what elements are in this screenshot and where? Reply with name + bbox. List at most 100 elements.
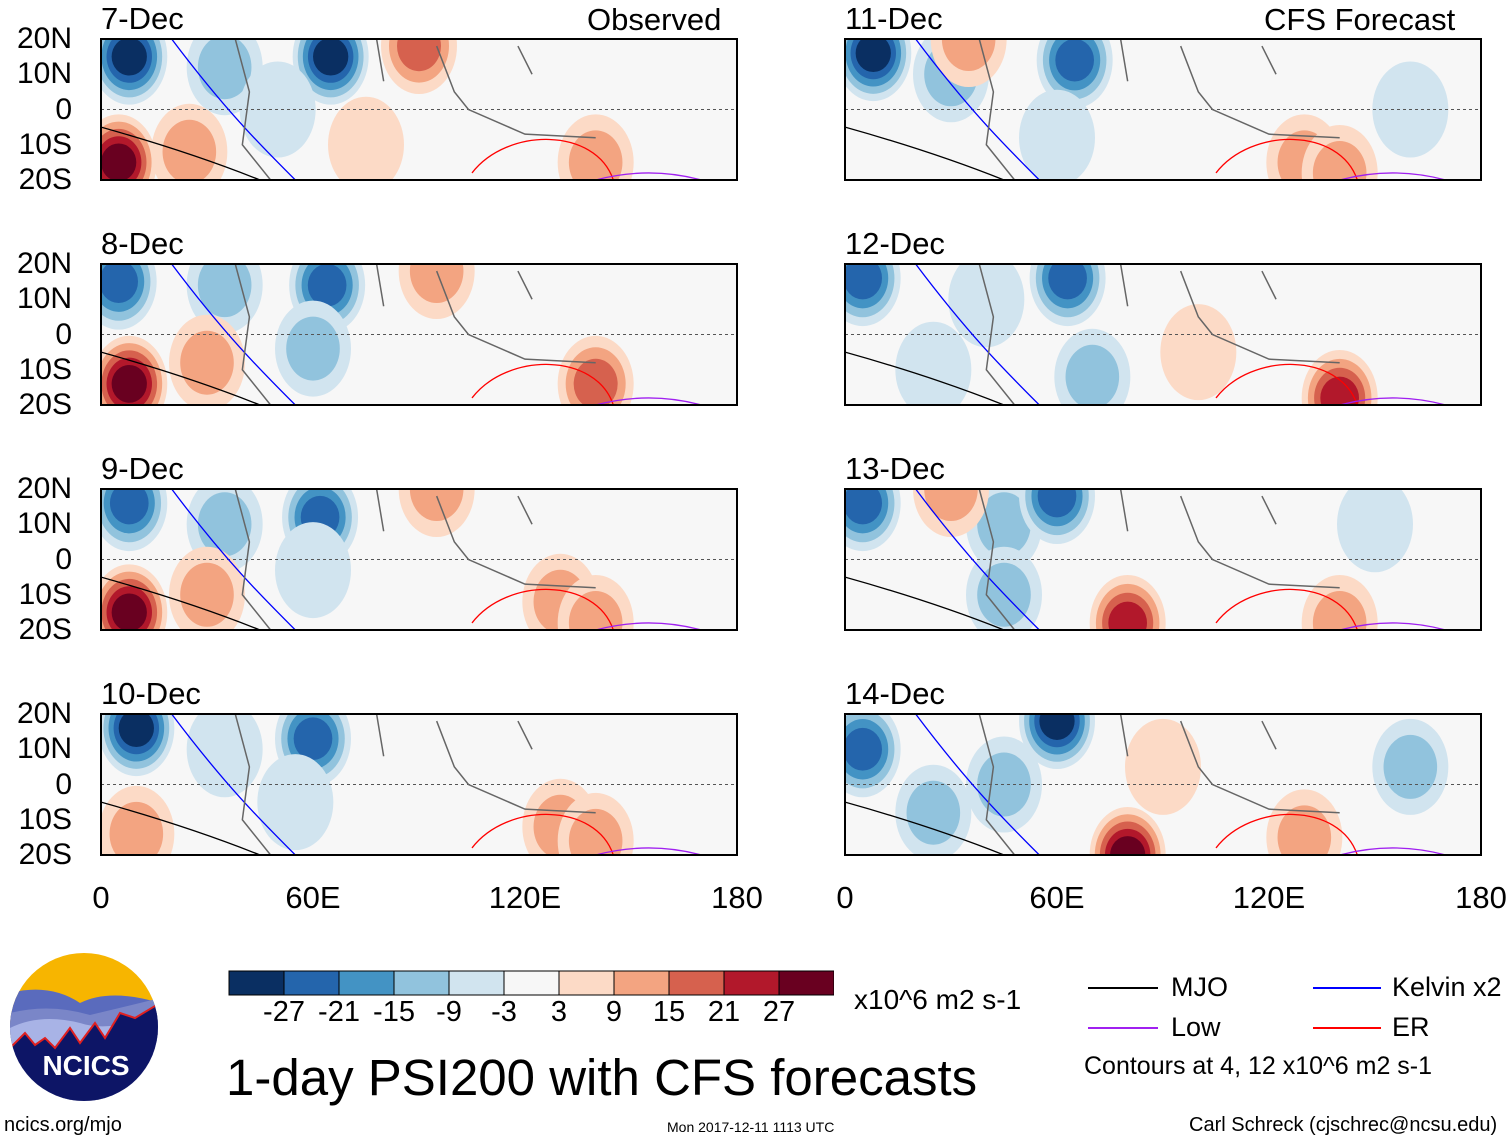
footer-credit: Carl Schreck (cjschrec@ncsu.edu) (1189, 1114, 1498, 1136)
anomaly-mark (1160, 304, 1237, 401)
anomaly-mark (275, 522, 351, 619)
low-contour (595, 397, 702, 405)
panel-frame (844, 38, 1482, 181)
panel-frame (100, 263, 738, 406)
colorbar (228, 970, 834, 996)
colorbar-tick-label: 15 (652, 996, 686, 1028)
kelvin-contour (915, 39, 1040, 180)
coastline (234, 264, 596, 405)
anomaly-mark (1312, 140, 1367, 180)
units-label: x10^6 m2 s-1 (854, 984, 1022, 1015)
map-panels (100, 38, 1482, 856)
y-tick-label: 10N (16, 507, 72, 541)
forecast-label: CFS Forecast (1264, 2, 1456, 37)
anomaly-mark (568, 130, 623, 180)
colorbar-swatch (338, 970, 395, 996)
anomaly-mark (1320, 376, 1359, 405)
kelvin-contour (915, 264, 1040, 405)
coastline (234, 714, 596, 855)
anomaly-mark (1383, 734, 1438, 799)
y-tick-label: 20N (16, 22, 72, 55)
mjo-contour (845, 801, 1005, 855)
anomaly-mark (109, 489, 149, 525)
panel-7-Dec (101, 39, 737, 180)
coastline (978, 264, 1340, 405)
anomaly-mark (186, 714, 263, 798)
y-tick-label: 10S (18, 352, 72, 386)
legend-label-low: Low (1171, 1012, 1221, 1042)
kelvin-contour (915, 714, 1040, 855)
er-contour (1215, 138, 1358, 180)
y-tick-label: 20S (18, 163, 72, 196)
panel-date: 14-Dec (845, 676, 945, 711)
colorbar-tick-label: 3 (550, 996, 568, 1028)
anomaly-mark (101, 264, 138, 303)
y-tick-label: 10S (18, 802, 72, 836)
anomaly-mark (1337, 489, 1413, 573)
anomaly-mark (1048, 264, 1087, 300)
y-tick-label: 10S (18, 577, 72, 611)
low-contour (1339, 622, 1446, 630)
er-contour (471, 363, 614, 405)
anomaly-mark (257, 754, 334, 851)
colorbar-tick-label: -15 (373, 996, 415, 1028)
mjo-contour (101, 351, 261, 405)
legend-line-mjo (1088, 987, 1158, 989)
colorbar-tick-label: -3 (491, 996, 517, 1028)
coastline (978, 39, 1340, 180)
anomaly-mark (1055, 39, 1094, 82)
anomaly-mark (1108, 601, 1147, 630)
mjo-contour (101, 801, 261, 855)
panel-frame (100, 713, 738, 856)
er-contour (471, 813, 614, 855)
anomaly-mark (1037, 489, 1077, 518)
anomaly-mark (1019, 89, 1095, 180)
colorbar-swatch (778, 970, 834, 996)
panel-frame (844, 488, 1482, 631)
colorbar-tick-label: 9 (605, 996, 623, 1028)
anomaly-mark (109, 801, 164, 855)
anomaly-mark (845, 264, 882, 300)
anomaly-mark (906, 780, 961, 845)
kelvin-contour (171, 264, 296, 405)
kelvin-contour (171, 39, 296, 180)
anomaly-mark (118, 714, 154, 748)
contour-note: Contours at 4, 12 x10^6 m2 s-1 (1084, 1052, 1433, 1080)
y-tick-label: 10N (16, 57, 72, 91)
mjo-contour (845, 351, 1005, 405)
footer-url[interactable]: ncics.org/mjo (4, 1114, 122, 1136)
legend-line-kelvin (1313, 987, 1381, 989)
panel-frame (844, 713, 1482, 856)
colorbar-tick-label: -21 (318, 996, 360, 1028)
anomaly-mark (1110, 836, 1146, 855)
y-tick-label: 10N (16, 732, 72, 766)
colorbar-tick-label: 27 (762, 996, 796, 1028)
anomaly-mark (855, 39, 891, 73)
panel-11-Dec (845, 39, 1481, 180)
x-tick-label: 0 (92, 880, 110, 915)
y-tick-label: 20N (16, 697, 72, 730)
x-tick-label: 120E (1232, 880, 1306, 915)
panel-date: 11-Dec (845, 1, 943, 36)
colorbar-swatch (613, 970, 670, 996)
anomaly-mark (111, 364, 147, 403)
low-contour (1339, 847, 1446, 855)
panel-date: 9-Dec (101, 451, 184, 486)
anomaly-mark (293, 717, 333, 761)
mjo-contour (845, 576, 1005, 630)
er-contour (1215, 813, 1358, 855)
anomaly-mark (307, 264, 347, 307)
x-tick-label: 60E (1029, 880, 1085, 915)
panel-frame (100, 38, 738, 181)
er-contour (471, 588, 614, 630)
panel-12-Dec (845, 264, 1481, 405)
legend: MJO Kelvin x2 Low ER Contours at 4, 12 x… (1084, 972, 1508, 1082)
colorbar-tick-label: 21 (707, 996, 741, 1028)
anomaly-mark (180, 330, 234, 395)
panel-date: 10-Dec (101, 676, 201, 711)
legend-line-er (1313, 1027, 1381, 1029)
colorbar-swatch (723, 970, 780, 996)
anomaly-mark (197, 492, 252, 557)
ncics-logo: NCICS (10, 953, 158, 1101)
colorbar-swatch (228, 970, 285, 996)
